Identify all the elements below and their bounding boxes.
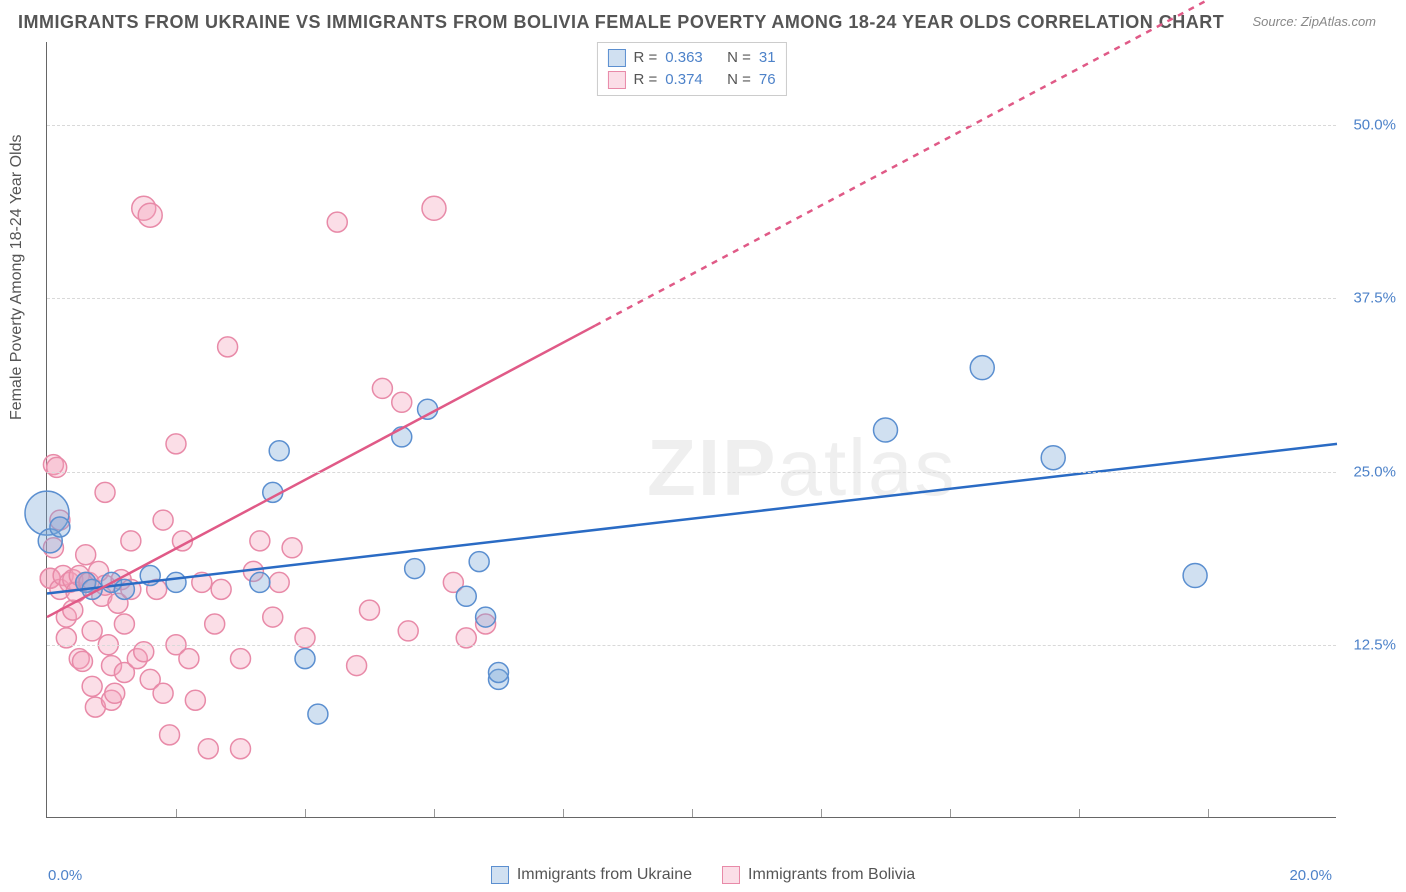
r-label: R =: [633, 69, 657, 91]
n-label: N =: [727, 47, 751, 69]
y-tick-label: 50.0%: [1341, 117, 1396, 134]
plot-svg: [47, 42, 1336, 817]
y-tick-label: 37.5%: [1341, 290, 1396, 307]
r-value-ukraine: 0.363: [665, 47, 703, 69]
swatch-bolivia-icon: [722, 866, 740, 884]
y-tick-label: 12.5%: [1341, 636, 1396, 653]
y-tick-label: 25.0%: [1341, 463, 1396, 480]
swatch-ukraine-icon: [607, 49, 625, 67]
r-label: R =: [633, 47, 657, 69]
bottom-legend: Immigrants from Ukraine Immigrants from …: [0, 866, 1406, 884]
n-label: N =: [727, 69, 751, 91]
legend-item-bolivia: Immigrants from Bolivia: [722, 866, 915, 884]
r-value-bolivia: 0.374: [665, 69, 703, 91]
chart-title: IMMIGRANTS FROM UKRAINE VS IMMIGRANTS FR…: [18, 12, 1224, 33]
source-credit: Source: ZipAtlas.com: [1252, 14, 1376, 29]
legend-label-bolivia: Immigrants from Bolivia: [748, 866, 915, 884]
legend-item-ukraine: Immigrants from Ukraine: [491, 866, 692, 884]
y-axis-label: Female Poverty Among 18-24 Year Olds: [8, 135, 26, 421]
plot-area: ZIPatlas R = 0.363 N = 31 R = 0.374 N = …: [46, 42, 1336, 818]
swatch-bolivia-icon: [607, 71, 625, 89]
swatch-ukraine-icon: [491, 866, 509, 884]
n-value-bolivia: 76: [759, 69, 776, 91]
n-value-ukraine: 31: [759, 47, 776, 69]
stats-legend-box: R = 0.363 N = 31 R = 0.374 N = 76: [596, 42, 786, 96]
legend-label-ukraine: Immigrants from Ukraine: [517, 866, 692, 884]
stats-row-ukraine: R = 0.363 N = 31: [607, 47, 775, 69]
stats-row-bolivia: R = 0.374 N = 76: [607, 69, 775, 91]
